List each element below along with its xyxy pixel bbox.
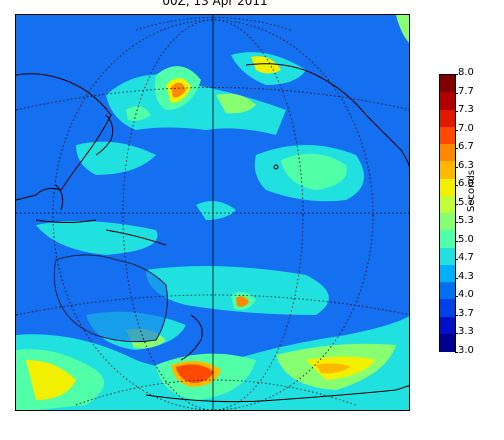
colorbar-tick-label: 3.0 xyxy=(455,345,488,356)
colorbar-tick-label: 4.0 xyxy=(455,289,488,300)
colorbar-tick-label: 6.0 xyxy=(455,178,488,189)
new-zealand-coast xyxy=(180,314,203,361)
colorbar-segment xyxy=(440,213,455,231)
colorbar-tick-label: 6.3 xyxy=(455,160,488,171)
asia-coast xyxy=(16,73,112,201)
wave-period-map xyxy=(16,15,409,410)
graticule-meridian-inner xyxy=(122,19,304,410)
colorbar-segment xyxy=(440,92,455,111)
colorbar-tick-label: 5.0 xyxy=(455,234,488,245)
colorbar-segment xyxy=(440,282,455,300)
colorbar-segment xyxy=(440,195,455,214)
colorbar-segment xyxy=(440,316,455,335)
colorbar-segment xyxy=(440,333,455,352)
colorbar-segment xyxy=(440,264,455,283)
graticule xyxy=(16,17,409,410)
colorbar-tick-label: 4.7 xyxy=(455,252,488,263)
map-panel[interactable] xyxy=(15,14,410,411)
land-outlines xyxy=(16,63,409,403)
colorbar-tick-label: 3.3 xyxy=(455,326,488,337)
colorbar xyxy=(439,74,456,352)
colorbar-segment xyxy=(440,299,455,318)
colorbar-segment xyxy=(440,109,455,128)
colorbar-segment xyxy=(440,178,455,197)
colorbar-tick-label: 7.3 xyxy=(455,104,488,115)
colorbar-tick-label: 5.7 xyxy=(455,197,488,208)
colorbar-segment xyxy=(440,75,455,93)
colorbar-tick-label: 7.0 xyxy=(455,123,488,134)
colorbar-segment xyxy=(440,230,455,249)
colorbar-tick-label: 7.7 xyxy=(455,86,488,97)
indonesia-coast xyxy=(35,184,167,246)
colorbar-tick-label: 3.7 xyxy=(455,308,488,319)
colorbar-tick-label: 4.3 xyxy=(455,271,488,282)
graticule-lat-60s xyxy=(75,379,357,406)
colorbar-tick-label: 8.0 xyxy=(455,67,488,78)
colorbar-label: Seconds xyxy=(466,169,477,212)
hawaii-islands xyxy=(273,164,279,170)
north-america-coast xyxy=(245,63,409,167)
colorbar-segment xyxy=(440,144,455,162)
graticule-meridian-ring xyxy=(52,19,374,410)
colorbar-segment xyxy=(440,126,455,145)
antarctica-coast xyxy=(145,385,409,403)
colorbar-tick-label: 6.7 xyxy=(455,141,488,152)
australia-land xyxy=(54,255,168,342)
japan-coast xyxy=(95,114,114,156)
colorbar-tick-label: 5.3 xyxy=(455,215,488,226)
colorbar-segment xyxy=(440,247,455,266)
colorbar-segment xyxy=(440,161,455,180)
map-title: 00Z, 13 Apr 2011 xyxy=(162,0,268,8)
